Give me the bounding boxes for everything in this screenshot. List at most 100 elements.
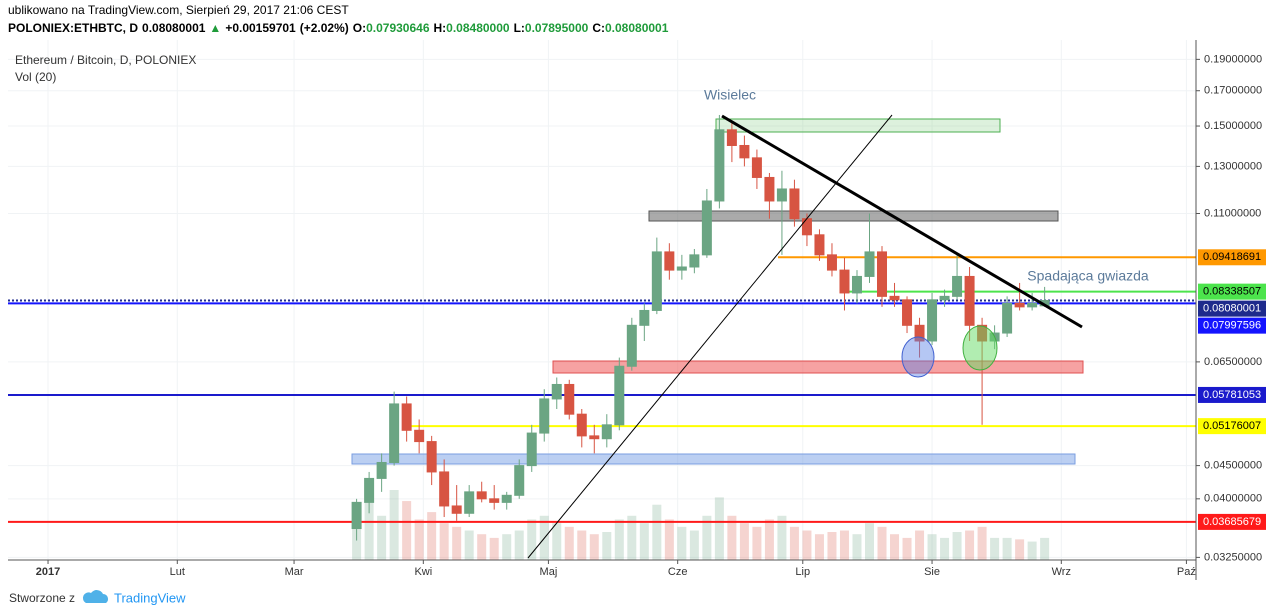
arrow: ▲ bbox=[209, 21, 222, 35]
x-tick-label: Maj bbox=[540, 566, 558, 578]
volume-bar bbox=[502, 534, 512, 560]
volume-bar bbox=[389, 490, 399, 560]
annotation: Wisielec bbox=[704, 87, 756, 103]
candle-body bbox=[589, 435, 600, 440]
candle-body bbox=[789, 188, 800, 220]
price-label: 0.05176007 bbox=[1203, 420, 1261, 432]
logo bbox=[82, 590, 108, 603]
candle-body bbox=[464, 491, 475, 514]
candle-body bbox=[964, 275, 975, 326]
volume-bar bbox=[589, 534, 599, 560]
candle-body bbox=[902, 299, 913, 326]
candle-body bbox=[639, 309, 650, 326]
candle-body bbox=[614, 365, 625, 426]
volume-bar bbox=[739, 523, 749, 560]
candle-body bbox=[927, 299, 938, 342]
x-tick-label: Lip bbox=[795, 566, 810, 578]
x-tick-label: Paź bbox=[1177, 566, 1196, 578]
volume-bar bbox=[839, 530, 849, 560]
volume-bar bbox=[402, 501, 412, 560]
y-tick-label: 0.17000000 bbox=[1204, 85, 1262, 97]
volume-bar bbox=[477, 534, 487, 560]
candle-body bbox=[414, 429, 425, 443]
last: 0.08080001 bbox=[142, 21, 206, 35]
candle-body bbox=[426, 441, 437, 473]
y-tick-label: 0.13000000 bbox=[1204, 160, 1262, 172]
volume-bar bbox=[752, 526, 762, 560]
volume-bar bbox=[927, 534, 937, 560]
y-tick-label: 0.11000000 bbox=[1204, 207, 1261, 219]
candle-body bbox=[689, 254, 700, 268]
footer-text: Stworzone z bbox=[9, 591, 75, 605]
candle-body bbox=[376, 461, 387, 479]
volume-bar bbox=[427, 512, 437, 560]
ohlc: 0.07930646 bbox=[366, 21, 430, 35]
volume-bar bbox=[489, 537, 499, 560]
volume-bar bbox=[564, 526, 574, 560]
header-line: POLONIEX:ETHBTC, D 0.08080001 ▲ +0.00159701… bbox=[8, 21, 672, 35]
volume-bar bbox=[827, 532, 837, 560]
candle-body bbox=[751, 157, 762, 178]
price-label: 0.05781053 bbox=[1203, 389, 1261, 401]
label: L: bbox=[513, 21, 525, 35]
candle-body bbox=[539, 398, 550, 434]
volume-bar bbox=[952, 532, 962, 560]
price-label-box bbox=[1198, 283, 1266, 300]
volume-bar bbox=[802, 530, 812, 560]
candle-body bbox=[514, 465, 525, 496]
candle-body bbox=[401, 403, 412, 431]
trend-line bbox=[721, 114, 1083, 329]
x-tick-label: Mar bbox=[285, 566, 304, 578]
volume-bar bbox=[890, 534, 900, 560]
candle-body bbox=[351, 501, 362, 530]
volume-bar bbox=[777, 515, 787, 560]
volume-bar bbox=[664, 519, 674, 560]
volume-bar bbox=[527, 519, 537, 560]
change: +0.00159701 bbox=[225, 21, 296, 35]
volume-bar bbox=[377, 515, 387, 560]
volume-bar bbox=[514, 530, 524, 560]
volume-bar bbox=[852, 534, 862, 560]
symbol: POLONIEX:ETHBTC, D bbox=[8, 21, 139, 35]
chart-subtitle: Vol (20) bbox=[15, 70, 56, 84]
volume-bar bbox=[677, 526, 687, 560]
candle-body bbox=[726, 129, 737, 146]
annotation: Spadająca gwiazda bbox=[1027, 268, 1149, 284]
x-tick-label: Cze bbox=[668, 566, 688, 578]
candle-body bbox=[1027, 302, 1038, 308]
volume-bar bbox=[877, 526, 887, 560]
candle-body bbox=[889, 295, 900, 301]
x-tick-label: Lut bbox=[170, 566, 185, 578]
zone-box bbox=[552, 360, 1084, 374]
candle-body bbox=[701, 200, 712, 256]
volume-bar bbox=[1027, 541, 1037, 560]
candle-body bbox=[601, 424, 612, 440]
zone-box bbox=[715, 118, 1001, 133]
candle-body bbox=[801, 218, 812, 236]
candle-body bbox=[814, 234, 825, 256]
y-tick-label: 0.04500000 bbox=[1204, 460, 1262, 472]
price-label: 0.09418691 bbox=[1203, 251, 1261, 263]
candle-body bbox=[1002, 302, 1013, 334]
volume-bar bbox=[652, 504, 662, 560]
label: H: bbox=[433, 21, 447, 35]
candle-body bbox=[364, 477, 375, 503]
candle-body bbox=[626, 324, 637, 367]
candle-body bbox=[1014, 302, 1025, 308]
highlight-ellipse bbox=[962, 325, 998, 371]
label: O: bbox=[352, 21, 367, 35]
price-label: 0.07997596 bbox=[1203, 320, 1261, 332]
price-label: 0.08338507 bbox=[1203, 286, 1261, 298]
price-label-box bbox=[1198, 513, 1266, 530]
candle-body bbox=[489, 498, 500, 503]
candle-body bbox=[864, 251, 875, 277]
zone-box bbox=[648, 210, 1059, 222]
footer-brand[interactable]: TradingView bbox=[114, 590, 186, 605]
volume-bar bbox=[1015, 539, 1025, 560]
volume-bar bbox=[364, 497, 374, 560]
price-label-box bbox=[1198, 249, 1266, 266]
volume-bar bbox=[464, 530, 474, 560]
price-label-box bbox=[1198, 386, 1266, 403]
published: ublikowano na TradingView.com, Sierpień … bbox=[8, 3, 349, 17]
